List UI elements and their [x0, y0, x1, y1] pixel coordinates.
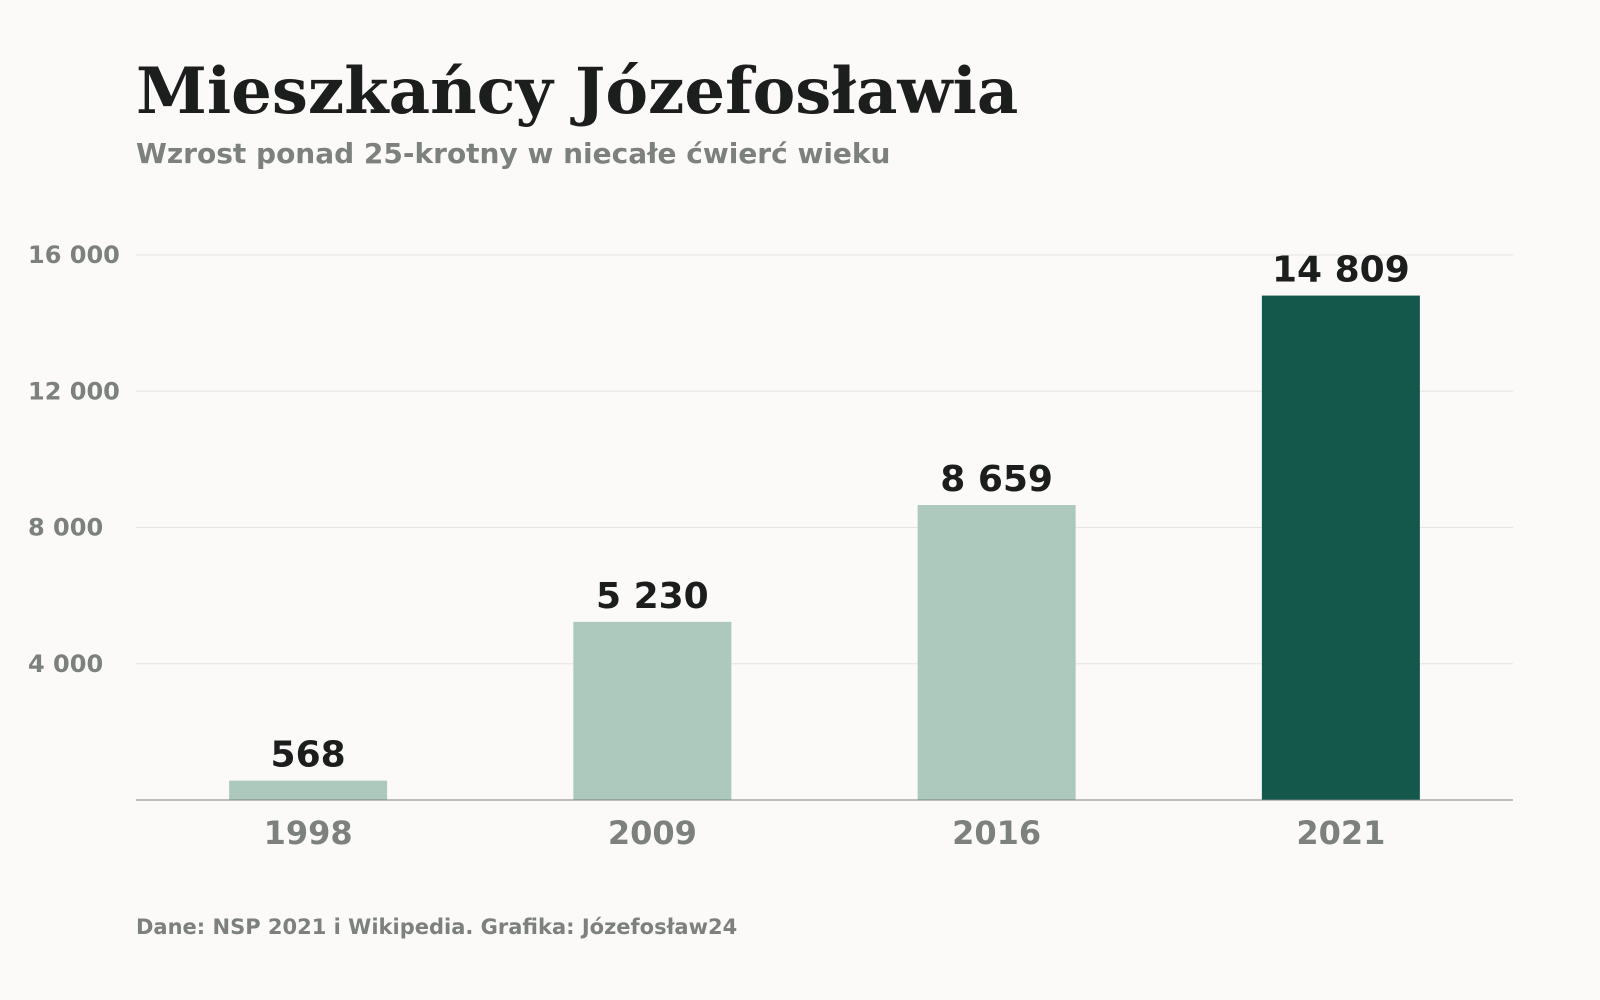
bars	[229, 295, 1420, 800]
y-tick-label: 12 000	[28, 377, 120, 405]
value-label: 14 809	[1272, 250, 1410, 291]
y-axis: 4 000 8 000 12 000 16 000	[28, 241, 120, 678]
chart-subtitle: Wzrost ponad 25-krotny w niecałe ćwierć …	[136, 137, 891, 170]
x-tick-label: 1998	[264, 814, 353, 852]
bar-2009	[573, 621, 732, 800]
chart-title: Mieszkańcy Józefosławia	[136, 54, 1019, 129]
x-tick-label: 2016	[952, 814, 1041, 852]
x-axis: 1998 2009 2016 2021	[264, 814, 1386, 852]
value-label: 568	[271, 735, 346, 776]
x-tick-label: 2009	[608, 814, 697, 852]
value-label: 8 659	[940, 459, 1053, 500]
x-tick-label: 2021	[1296, 814, 1385, 852]
y-tick-label: 8 000	[28, 514, 103, 542]
source-note: Dane: NSP 2021 i Wikipedia. Grafika: Józ…	[136, 915, 738, 939]
bar-2016	[917, 505, 1076, 800]
bar-2021	[1261, 295, 1420, 800]
value-label: 5 230	[596, 576, 709, 617]
bar-1998	[229, 780, 388, 800]
y-tick-label: 4 000	[28, 650, 103, 678]
y-tick-label: 16 000	[28, 241, 120, 269]
value-labels: 568 5 230 8 659 14 809	[271, 250, 1410, 776]
